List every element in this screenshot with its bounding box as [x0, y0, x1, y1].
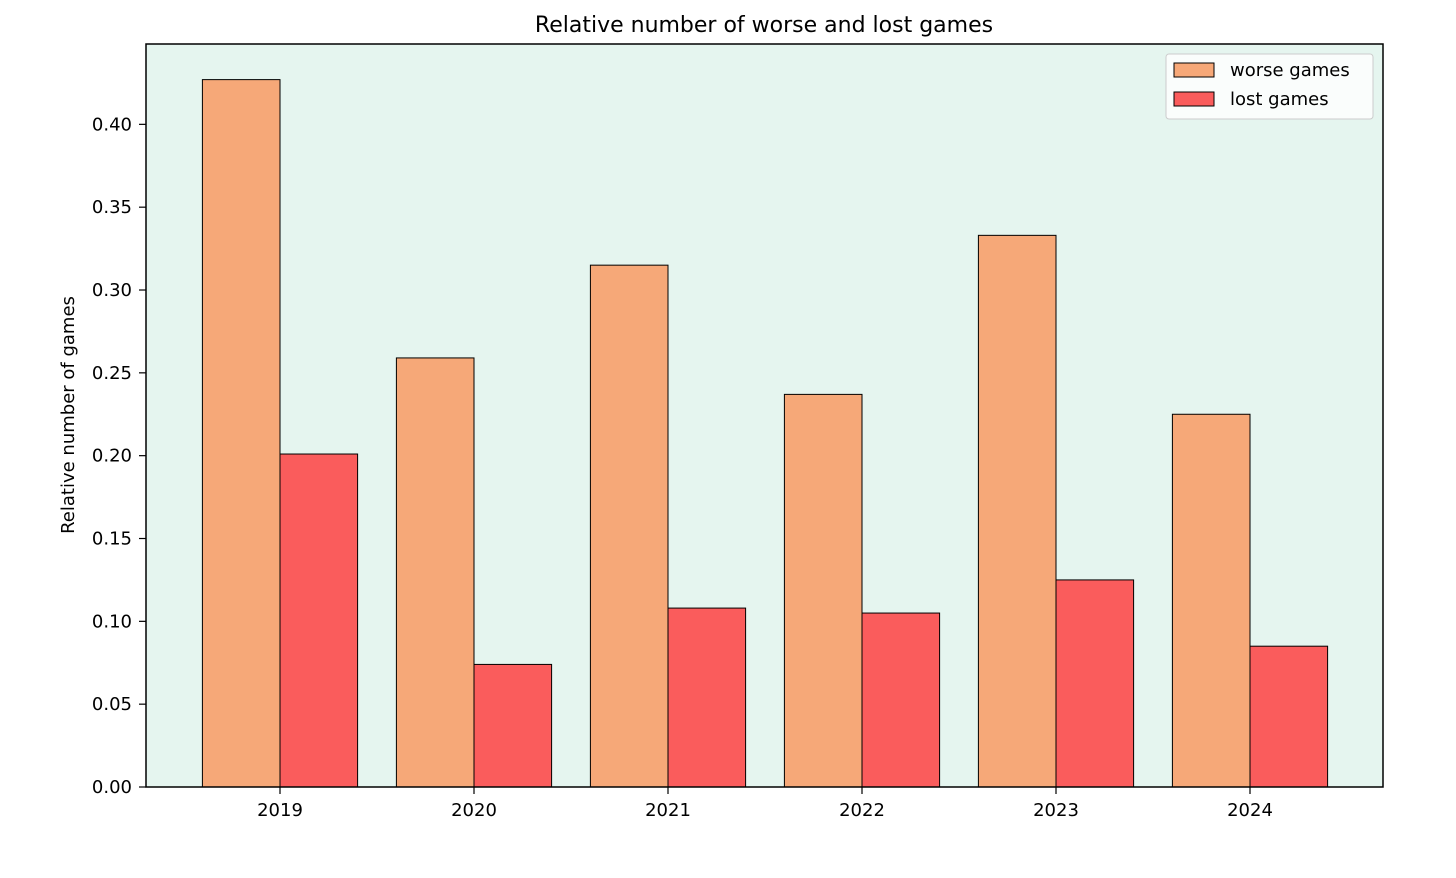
bar-worse-games-2019: [201, 79, 281, 788]
bar-lost-games-2023: [1055, 579, 1135, 788]
bar-lost-games-2022: [861, 612, 941, 788]
y-tick-label: 0.10: [92, 611, 132, 632]
y-tick-label: 0.40: [92, 114, 132, 135]
x-tick-label: 2023: [1033, 800, 1079, 821]
y-tick-label: 0.35: [92, 197, 132, 218]
x-tick-label: 2021: [645, 800, 691, 821]
legend-label: worse games: [1230, 60, 1350, 81]
x-tick-label: 2022: [839, 800, 885, 821]
y-tick-label: 0.20: [92, 446, 132, 467]
x-tick-label: 2020: [451, 800, 497, 821]
x-tick-label: 2024: [1227, 800, 1273, 821]
y-tick-label: 0.25: [92, 363, 132, 384]
bar-lost-games-2020: [473, 663, 553, 788]
y-tick-label: 0.15: [92, 529, 132, 550]
bars-group: [201, 79, 1329, 788]
bar-lost-games-2024: [1249, 645, 1329, 788]
legend-box: [1165, 53, 1374, 120]
y-axis-label: Relative number of games: [58, 296, 79, 534]
bar-lost-games-2021: [667, 607, 747, 788]
bar-worse-games-2023: [977, 234, 1057, 788]
bar-worse-games-2020: [395, 357, 475, 788]
chart-title: Relative number of worse and lost games: [535, 13, 993, 38]
y-tick-label: 0.30: [92, 280, 132, 301]
legend-swatch: [1173, 91, 1215, 107]
bar-worse-games-2024: [1171, 413, 1251, 788]
legend-label: lost games: [1230, 89, 1329, 110]
bar-worse-games-2022: [783, 393, 863, 788]
y-tick-label: 0.00: [92, 777, 132, 798]
bar-lost-games-2019: [279, 453, 359, 788]
x-tick-label: 2019: [257, 800, 303, 821]
y-tick-label: 0.05: [92, 694, 132, 715]
y-axis: 0.00 0.05 0.10 0.15 0.20 0.25 0.30 0.35 0.40: [92, 114, 146, 798]
bar-worse-games-2021: [589, 264, 669, 788]
legend: worse games lost games: [1165, 53, 1374, 120]
plot-frame: [145, 43, 1384, 788]
legend-swatch: [1173, 62, 1215, 78]
x-axis: 2019 2020 2021 2022 2023 2024: [257, 787, 1273, 821]
